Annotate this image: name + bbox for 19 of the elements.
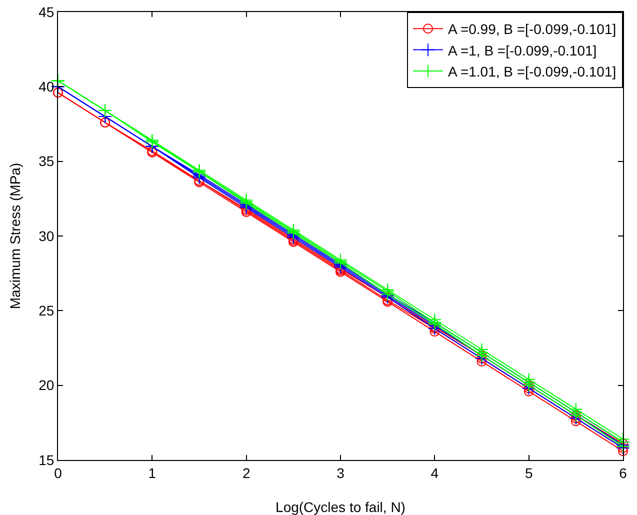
x-tick-label: 4 [430, 464, 439, 481]
y-tick-label: 35 [38, 153, 54, 170]
x-tick-label: 0 [54, 464, 62, 481]
x-tick-label: 1 [148, 464, 156, 481]
x-tick-label: 6 [619, 464, 628, 481]
y-tick-label: 25 [38, 302, 54, 319]
y-axis-title: Maximum Stress (MPa) [7, 162, 23, 310]
y-tick-label: 40 [38, 78, 54, 95]
y-tick-label: 45 [38, 4, 54, 20]
y-tick-label: 15 [38, 452, 54, 468]
x-tick-label: 3 [336, 464, 345, 481]
legend-label: A =0.99, B =[-0.099,-0.101] [448, 21, 616, 38]
y-tick-label: 20 [38, 377, 54, 394]
y-tick-label: 30 [38, 228, 54, 244]
legend-label: A =1.01, B =[-0.099,-0.101] [448, 63, 616, 80]
x-tick-label: 5 [524, 464, 533, 481]
x-tick-label: 2 [242, 464, 250, 481]
legend-label: A =1, B =[-0.099,-0.101] [448, 42, 597, 58]
x-axis-title: Log(Cycles to fail, N) [276, 499, 406, 515]
